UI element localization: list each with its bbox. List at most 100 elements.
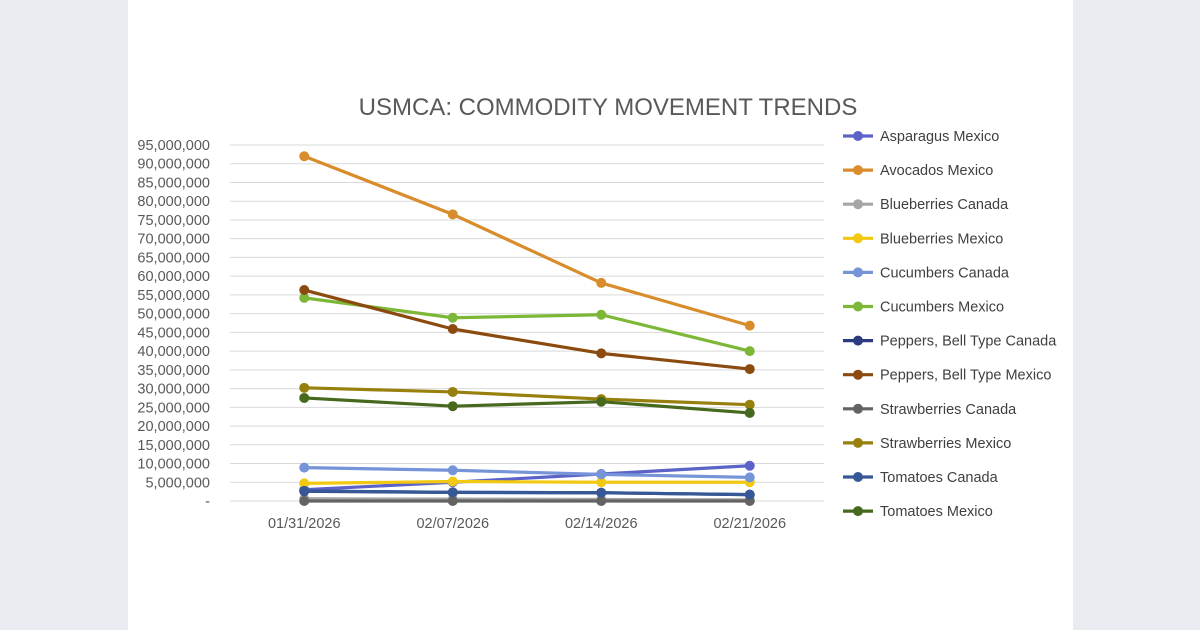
chart-card: USMCA: COMMODITY MOVEMENT TRENDS - 5,000,… <box>128 0 1073 630</box>
legend-label: Strawberries Mexico <box>880 436 1011 452</box>
series-line <box>302 296 752 353</box>
data-point <box>744 399 755 410</box>
data-point <box>447 323 458 334</box>
data-point <box>744 489 755 500</box>
line-chart: USMCA: COMMODITY MOVEMENT TRENDS - 5,000,… <box>137 94 1057 532</box>
series-line <box>302 489 752 497</box>
data-point <box>744 320 755 331</box>
data-point <box>596 348 607 359</box>
series-5 <box>299 292 755 357</box>
legend-label: Cucumbers Canada <box>880 265 1010 281</box>
series-line <box>302 154 752 328</box>
series-line <box>302 386 752 407</box>
series-7 <box>299 285 755 375</box>
data-point <box>596 277 607 288</box>
y-tick-label: 5,000,000 <box>145 475 210 491</box>
data-point <box>596 496 607 506</box>
legend-item: Strawberries Canada <box>843 402 1017 418</box>
data-point <box>299 462 310 473</box>
y-axis-ticks: - 5,000,000 10,000,000 15,000,000 20,000,000… <box>137 138 210 510</box>
data-point <box>744 346 755 357</box>
data-point <box>299 151 310 162</box>
legend-item: Strawberries Mexico <box>843 436 1011 452</box>
y-tick-label: 85,000,000 <box>137 175 210 191</box>
y-tick-label: 45,000,000 <box>137 325 210 341</box>
data-point <box>299 496 310 506</box>
y-tick-label: 35,000,000 <box>137 363 210 379</box>
data-point <box>299 392 310 403</box>
legend-label: Peppers, Bell Type Canada <box>880 334 1057 350</box>
data-point <box>596 487 607 498</box>
data-point <box>447 476 458 487</box>
y-tick-label: - <box>205 494 210 510</box>
y-tick-label: 70,000,000 <box>137 232 210 248</box>
legend-item: Blueberries Canada <box>843 197 1009 213</box>
data-point <box>744 460 755 471</box>
series-0 <box>299 460 755 495</box>
data-point <box>744 407 755 418</box>
y-tick-label: 50,000,000 <box>137 307 210 323</box>
y-tick-label: 30,000,000 <box>137 382 210 398</box>
legend-swatch-marker <box>853 199 863 210</box>
y-tick-label: 25,000,000 <box>137 400 210 416</box>
y-tick-label: 15,000,000 <box>137 438 210 454</box>
data-point <box>596 477 607 488</box>
legend-label: Tomatoes Mexico <box>880 504 993 520</box>
legend-item: Avocados Mexico <box>843 163 993 179</box>
y-tick-label: 10,000,000 <box>137 457 210 473</box>
legend-swatch-marker <box>853 165 863 176</box>
series-line <box>302 479 752 485</box>
data-point <box>299 285 310 296</box>
legend-item: Cucumbers Canada <box>843 265 1010 281</box>
legend-label: Blueberries Canada <box>880 197 1009 213</box>
data-point <box>447 487 458 498</box>
legend-item: Blueberries Mexico <box>843 231 1003 247</box>
legend-swatch-marker <box>853 301 863 312</box>
series-line <box>302 396 752 415</box>
legend-swatch-marker <box>853 403 863 414</box>
legend-label: Cucumbers Mexico <box>880 300 1004 316</box>
y-tick-label: 90,000,000 <box>137 157 210 173</box>
y-tick-label: 80,000,000 <box>137 194 210 210</box>
legend-label: Blueberries Mexico <box>880 231 1003 247</box>
legend-item: Cucumbers Mexico <box>843 300 1004 316</box>
series-line <box>302 466 752 479</box>
legend-swatch-marker <box>853 437 863 448</box>
legend-item: Peppers, Bell Type Canada <box>843 334 1057 350</box>
data-point <box>447 496 458 506</box>
legend-swatch-marker <box>853 506 863 517</box>
series-9 <box>299 382 755 410</box>
y-tick-label: 60,000,000 <box>137 269 210 285</box>
legend-item: Asparagus Mexico <box>843 129 999 145</box>
legend-label: Avocados Mexico <box>880 163 993 179</box>
x-tick-label: 02/21/2026 <box>713 516 786 532</box>
series-line <box>302 464 752 492</box>
legend-item: Tomatoes Canada <box>843 470 999 486</box>
legend-swatch-marker <box>853 335 863 346</box>
x-tick-label: 01/31/2026 <box>268 516 341 532</box>
series-10 <box>299 485 755 500</box>
data-point <box>744 472 755 483</box>
series-3 <box>299 476 755 489</box>
y-tick-label: 20,000,000 <box>137 419 210 435</box>
legend-label: Strawberries Canada <box>880 402 1017 418</box>
y-tick-label: 75,000,000 <box>137 213 210 229</box>
legend: Asparagus Mexico Avocados Mexico Blueberri… <box>843 129 1057 520</box>
legend-swatch-marker <box>853 131 863 141</box>
data-point <box>299 485 310 496</box>
chart-title: USMCA: COMMODITY MOVEMENT TRENDS <box>359 94 858 121</box>
data-point <box>744 364 755 375</box>
x-axis-ticks: 01/31/2026 02/07/2026 02/14/2026 02/21/2026 <box>268 516 786 532</box>
data-point <box>596 469 607 480</box>
y-tick-label: 95,000,000 <box>137 138 210 154</box>
legend-label: Tomatoes Canada <box>880 470 999 486</box>
data-point <box>299 478 310 489</box>
data-point <box>447 209 458 220</box>
data-point <box>596 309 607 320</box>
legend-swatch-marker <box>853 267 863 278</box>
legend-item: Peppers, Bell Type Mexico <box>843 368 1051 384</box>
y-tick-label: 65,000,000 <box>137 250 210 266</box>
legend-swatch-marker <box>853 369 863 380</box>
data-point <box>447 401 458 412</box>
data-point <box>447 386 458 397</box>
